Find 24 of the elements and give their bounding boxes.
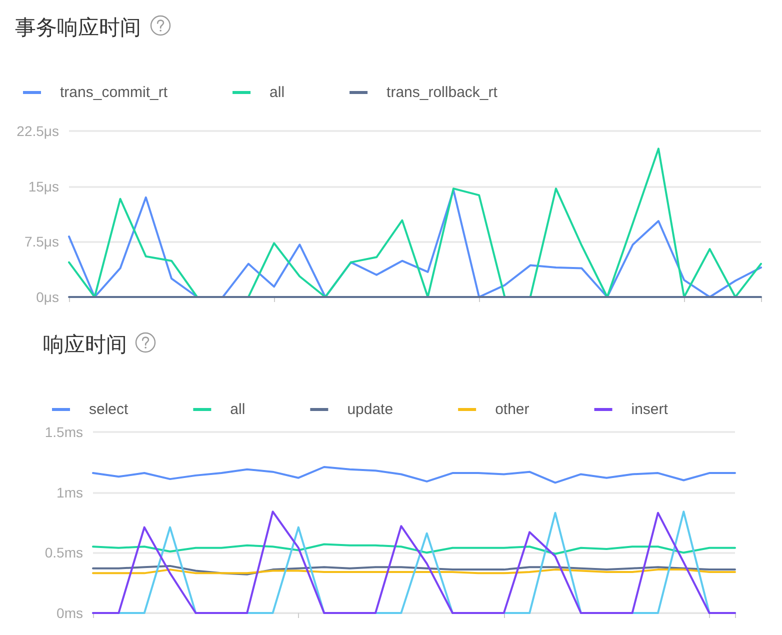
- legend-label: update: [347, 401, 394, 418]
- chart-title: 事务响应时间: [15, 16, 141, 40]
- legend-label: all: [230, 401, 246, 418]
- y-tick-label: 0μs: [36, 289, 59, 305]
- y-tick-label: 22.5μs: [16, 123, 59, 139]
- y-tick-label: 1.5ms: [44, 424, 83, 440]
- y-tick-label: 0.5ms: [44, 544, 83, 561]
- legend-label: trans_rollback_rt: [386, 84, 498, 101]
- legend-label: trans_commit_rt: [60, 84, 168, 101]
- legend-label: other: [495, 401, 530, 418]
- line-series: [92, 564, 736, 576]
- legend-label: all: [270, 84, 285, 101]
- line-series: [92, 543, 736, 555]
- y-tick-label: 1ms: [56, 484, 83, 500]
- chart-title: 响应时间: [43, 332, 127, 356]
- line-series: [92, 510, 736, 614]
- line-series: [68, 148, 762, 298]
- y-tick-label: 7.5μs: [24, 234, 59, 250]
- legend-label: insert: [631, 401, 669, 418]
- y-tick-label: 15μs: [28, 178, 59, 194]
- line-series: [92, 466, 736, 484]
- line-series: [68, 189, 762, 298]
- legend-label: select: [89, 401, 130, 418]
- y-tick-label: 0ms: [56, 605, 83, 621]
